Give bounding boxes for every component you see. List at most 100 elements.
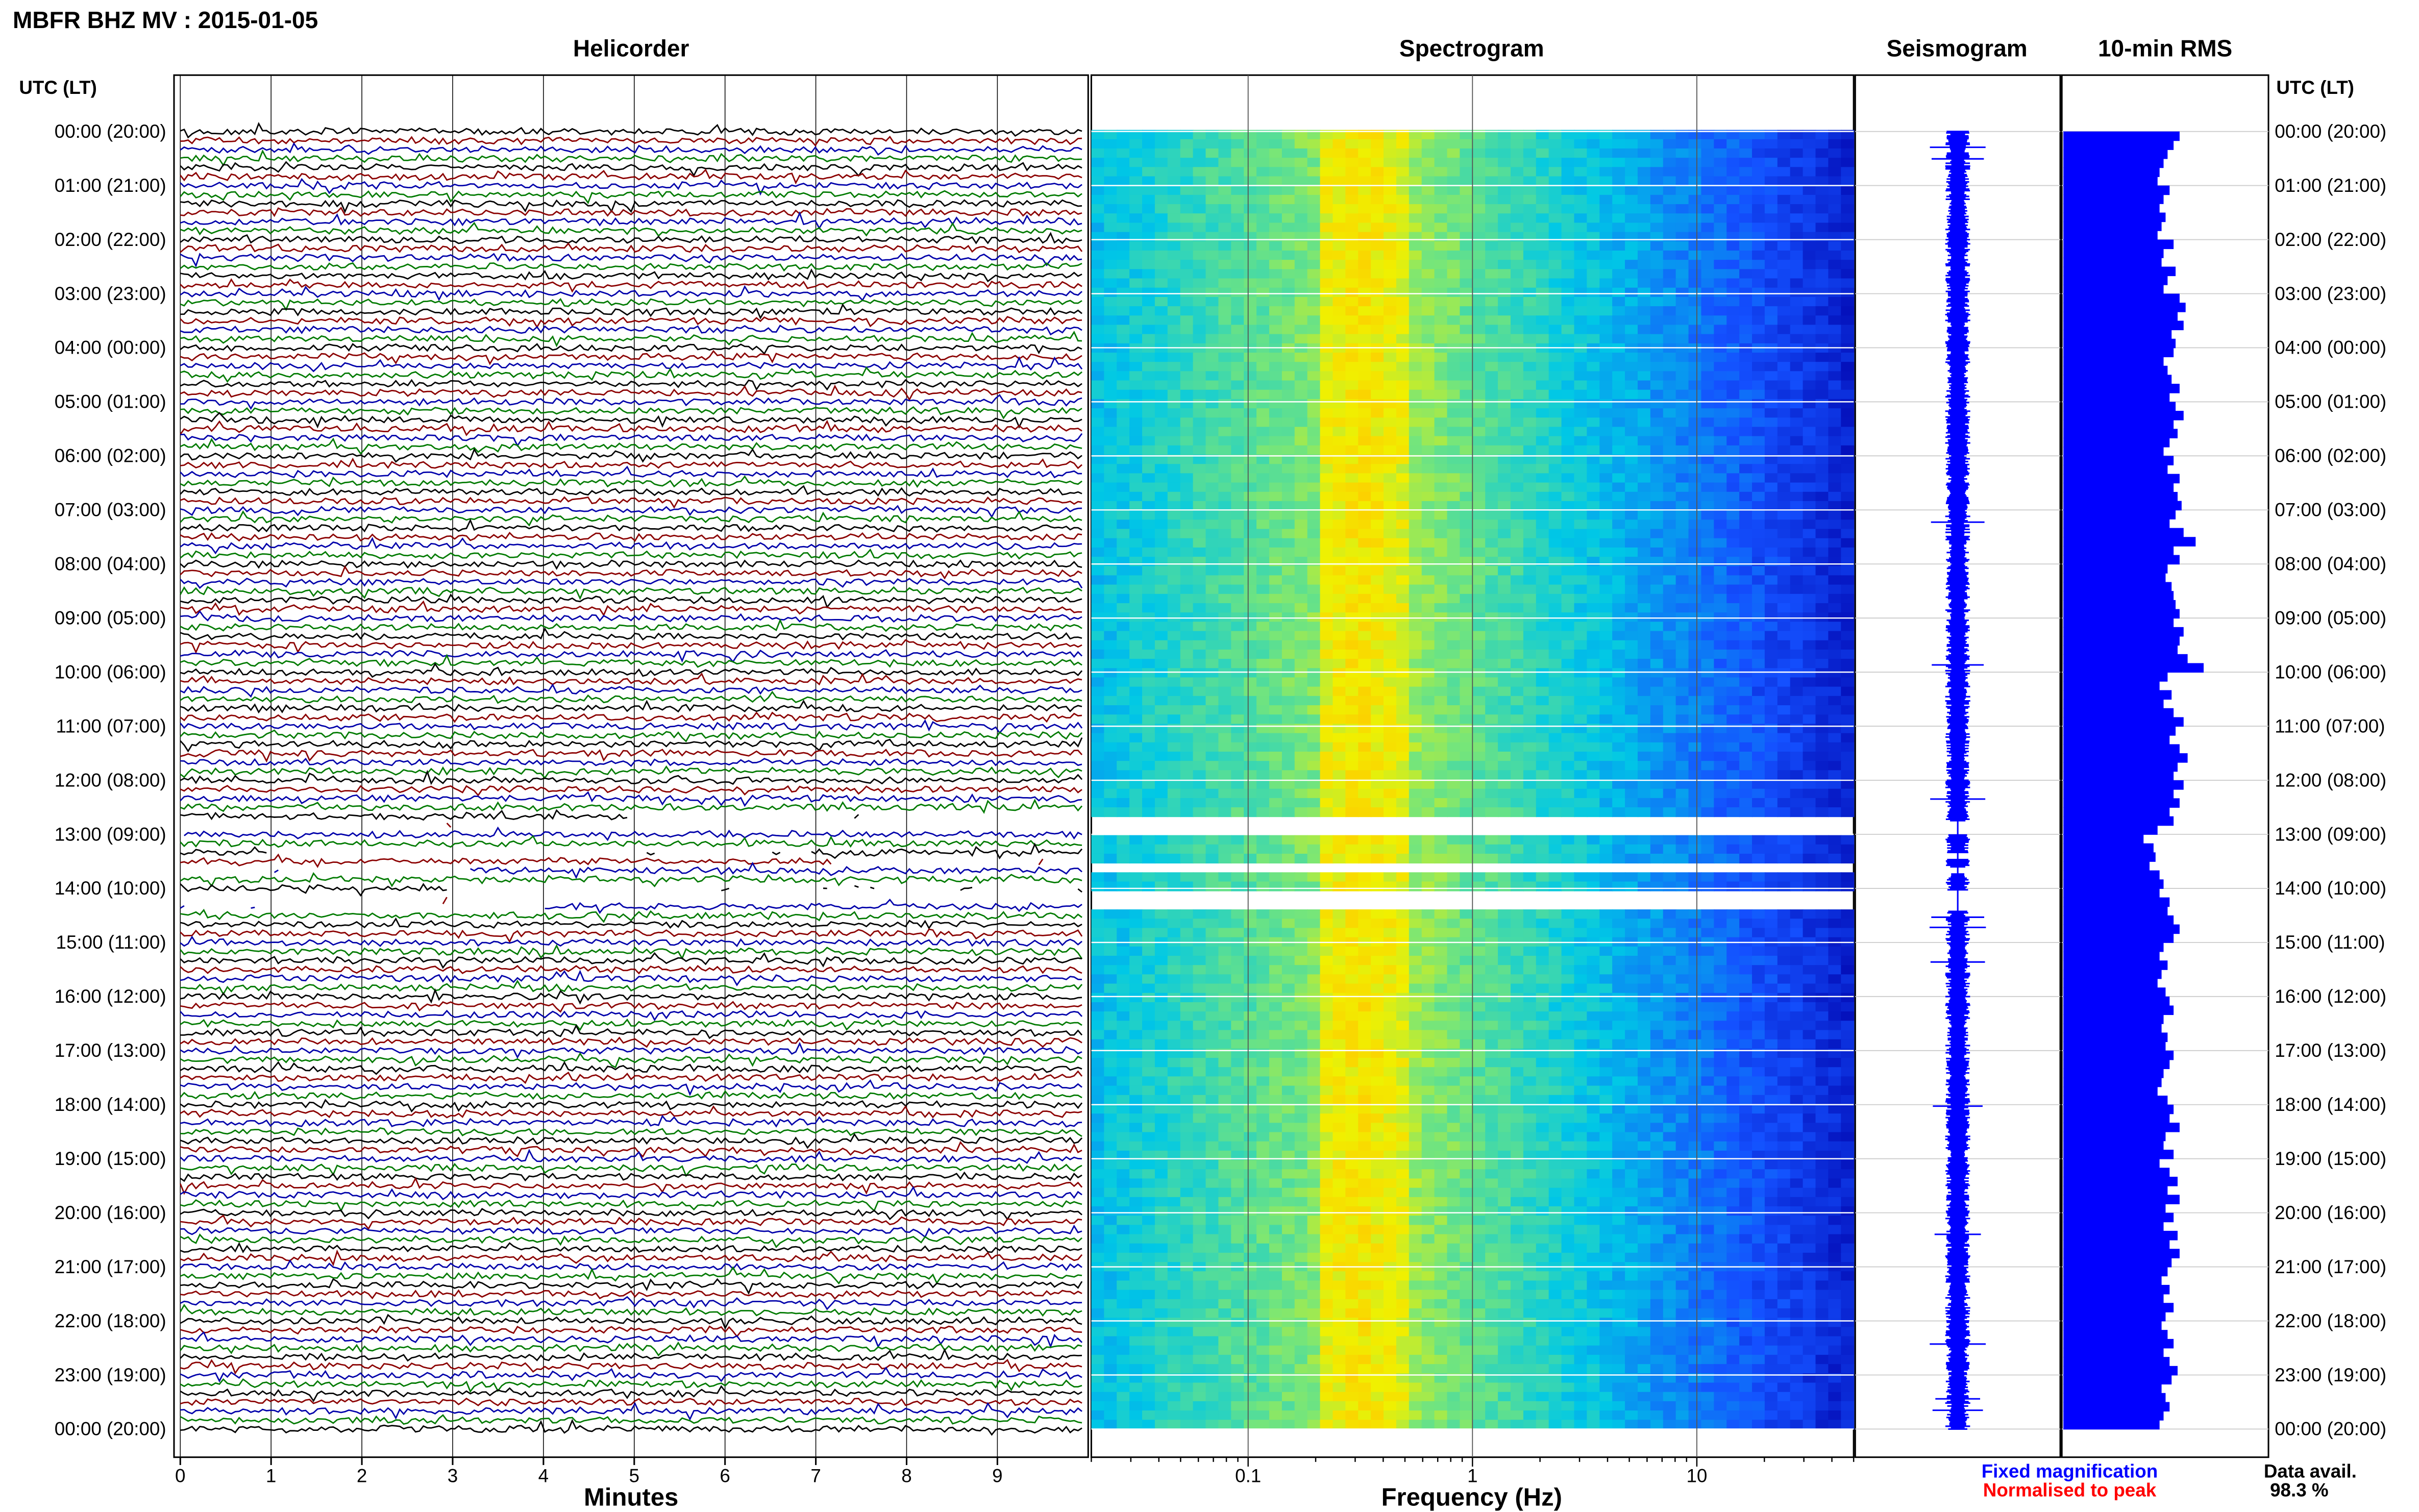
- spectrogram-cell: [1294, 232, 1308, 242]
- spectrogram-cell: [1281, 380, 1295, 390]
- spectrogram-cell: [1548, 622, 1562, 632]
- spectrogram-cell: [1269, 575, 1283, 585]
- spectrogram-cell: [1332, 408, 1346, 418]
- spectrogram-cell: [1231, 807, 1245, 817]
- spectrogram-cell: [1472, 436, 1486, 446]
- spectrogram-cell: [1714, 417, 1727, 428]
- spectrogram-cell: [1790, 362, 1804, 372]
- spectrogram-cell: [1307, 835, 1321, 845]
- helicorder-trace: [180, 1042, 1082, 1059]
- time-label-right: 22:00 (18:00): [2275, 1310, 2386, 1331]
- spectrogram-cell: [1536, 835, 1549, 845]
- time-label-right: 13:00 (09:00): [2275, 824, 2386, 845]
- spectrogram-cell: [1599, 788, 1613, 799]
- spectrogram-cell: [1548, 538, 1562, 548]
- spectrogram-cell: [1371, 427, 1385, 437]
- spectrogram-cell: [1345, 287, 1359, 298]
- spectrogram-cell: [1358, 427, 1372, 437]
- spectrogram-cell: [1345, 724, 1359, 734]
- spectrogram-cell: [1307, 696, 1321, 706]
- spectrogram-cell: [1701, 491, 1715, 502]
- spectrogram-cell: [1345, 139, 1359, 149]
- spectrogram-cell: [1447, 260, 1461, 270]
- spectrogram-cell: [1663, 649, 1676, 660]
- spectrogram-cell: [1841, 417, 1855, 428]
- spectrogram-cell: [1281, 593, 1295, 604]
- spectrogram-cell: [1764, 194, 1779, 205]
- spectrogram-cell: [1371, 835, 1385, 845]
- spectrogram-cell: [1752, 250, 1766, 261]
- spectrogram-cell: [1104, 325, 1118, 335]
- spectrogram-cell: [1688, 844, 1702, 854]
- spectrogram-cell: [1625, 176, 1639, 186]
- spectrogram-cell: [1752, 278, 1766, 288]
- spectrogram-cell: [1460, 788, 1473, 799]
- spectrogram-cell: [1091, 798, 1105, 808]
- spectrogram-cell: [1421, 501, 1435, 511]
- spectrogram-cell: [1421, 371, 1435, 381]
- spectrogram-cell: [1675, 176, 1689, 186]
- spectrogram-cell: [1841, 742, 1855, 752]
- spectrogram-cell: [1599, 334, 1613, 344]
- spectrogram-cell: [1332, 807, 1346, 817]
- spectrogram-cell: [1472, 455, 1486, 465]
- spectrogram-cell: [1561, 686, 1575, 697]
- spectrogram-cell: [1218, 538, 1232, 548]
- spectrogram-cell: [1485, 389, 1499, 400]
- spectrogram-cell: [1409, 622, 1422, 632]
- spectrogram-cell: [1434, 287, 1448, 298]
- spectrogram-cell: [1726, 751, 1740, 762]
- spectrogram-cell: [1193, 566, 1206, 576]
- spectrogram-cell: [1764, 436, 1779, 446]
- spectrogram-cell: [1281, 389, 1295, 400]
- spectrogram-cell: [1104, 371, 1118, 381]
- helicorder-xtick-label: 5: [629, 1466, 639, 1486]
- spectrogram-cell: [1714, 557, 1727, 567]
- spectrogram-cell: [1841, 176, 1855, 186]
- spectrogram-cell: [1231, 287, 1245, 298]
- spectrogram-cell: [1675, 167, 1689, 177]
- spectrogram-cell: [1294, 612, 1308, 623]
- spectrogram-cell: [1104, 593, 1118, 604]
- spectrogram-cell: [1129, 325, 1143, 335]
- spectrogram-cell: [1142, 510, 1156, 520]
- spectrogram-cell: [1587, 325, 1600, 335]
- spectrogram-cell: [1472, 696, 1486, 706]
- spectrogram-cell: [1218, 881, 1232, 891]
- spectrogram-cell: [1281, 232, 1295, 242]
- spectrogram-cell: [1548, 194, 1562, 205]
- spectrogram-cell: [1561, 167, 1575, 177]
- spectrogram-cell: [1752, 176, 1766, 186]
- spectrogram-cell: [1358, 491, 1372, 502]
- spectrogram-cell: [1104, 529, 1118, 539]
- spectrogram-cell: [1180, 872, 1194, 882]
- time-label-right: 12:00 (08:00): [2275, 770, 2386, 790]
- spectrogram-cell: [1180, 296, 1194, 307]
- spectrogram-cell: [1193, 547, 1206, 558]
- spectrogram-cell: [1815, 751, 1829, 762]
- spectrogram-cell: [1485, 742, 1499, 752]
- spectrogram-cell: [1384, 148, 1397, 159]
- spectrogram-cell: [1828, 241, 1842, 251]
- spectrogram-cell: [1561, 296, 1575, 307]
- spectrogram-cell: [1460, 389, 1473, 400]
- spectrogram-cell: [1764, 696, 1779, 706]
- spectrogram-cell: [1764, 269, 1779, 279]
- spectrogram-cell: [1803, 325, 1816, 335]
- spectrogram-cell: [1307, 204, 1321, 214]
- spectrogram-cell: [1421, 482, 1435, 492]
- spectrogram-cell: [1345, 436, 1359, 446]
- spectrogram-cell: [1815, 631, 1829, 641]
- spectrogram-cell: [1714, 427, 1727, 437]
- spectrogram-cell: [1307, 640, 1321, 650]
- spectrogram-cell: [1587, 547, 1600, 558]
- spectrogram-cell: [1675, 584, 1689, 594]
- spectrogram-cell: [1396, 473, 1410, 483]
- spectrogram-cell: [1625, 751, 1639, 762]
- spectrogram-cell: [1574, 204, 1588, 214]
- spectrogram-cell: [1129, 751, 1143, 762]
- spectrogram-cell: [1117, 761, 1130, 771]
- spectrogram-cell: [1536, 640, 1549, 650]
- spectrogram-cell: [1218, 529, 1232, 539]
- spectrogram-cell: [1599, 194, 1613, 205]
